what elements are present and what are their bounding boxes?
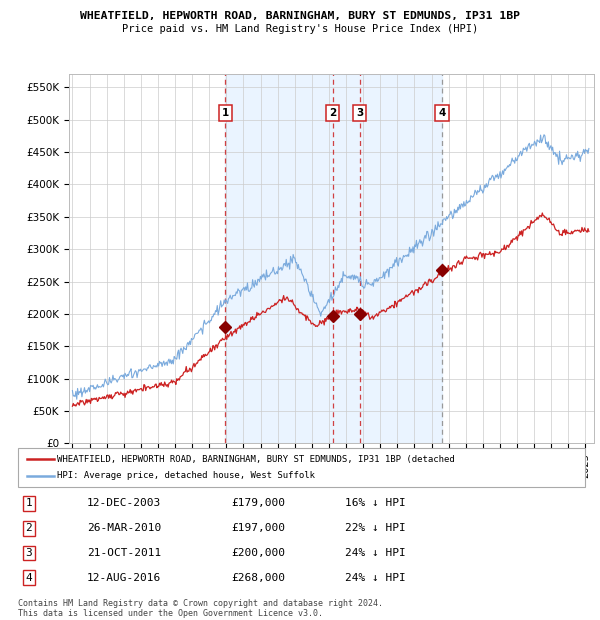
Text: 3: 3 [356,108,364,118]
Text: £200,000: £200,000 [231,548,285,558]
Text: 24% ↓ HPI: 24% ↓ HPI [345,548,406,558]
Text: 21-OCT-2011: 21-OCT-2011 [87,548,161,558]
Text: 12-AUG-2016: 12-AUG-2016 [87,573,161,583]
Text: 3: 3 [25,548,32,558]
Text: Price paid vs. HM Land Registry's House Price Index (HPI): Price paid vs. HM Land Registry's House … [122,24,478,33]
Text: HPI: Average price, detached house, West Suffolk: HPI: Average price, detached house, West… [57,471,315,480]
Text: 1: 1 [25,498,32,508]
Text: 2: 2 [25,523,32,533]
Text: 12-DEC-2003: 12-DEC-2003 [87,498,161,508]
Text: WHEATFIELD, HEPWORTH ROAD, BARNINGHAM, BURY ST EDMUNDS, IP31 1BP: WHEATFIELD, HEPWORTH ROAD, BARNINGHAM, B… [80,11,520,21]
Text: 16% ↓ HPI: 16% ↓ HPI [345,498,406,508]
Text: WHEATFIELD, HEPWORTH ROAD, BARNINGHAM, BURY ST EDMUNDS, IP31 1BP (detached: WHEATFIELD, HEPWORTH ROAD, BARNINGHAM, B… [57,454,455,464]
Text: 26-MAR-2010: 26-MAR-2010 [87,523,161,533]
Text: 4: 4 [438,108,446,118]
Text: 1: 1 [222,108,229,118]
Text: 22% ↓ HPI: 22% ↓ HPI [345,523,406,533]
Text: Contains HM Land Registry data © Crown copyright and database right 2024.
This d: Contains HM Land Registry data © Crown c… [18,599,383,618]
Text: £197,000: £197,000 [231,523,285,533]
Text: 4: 4 [25,573,32,583]
Bar [226,74,442,443]
Text: £179,000: £179,000 [231,498,285,508]
Text: £268,000: £268,000 [231,573,285,583]
Text: 24% ↓ HPI: 24% ↓ HPI [345,573,406,583]
Text: 2: 2 [329,108,337,118]
